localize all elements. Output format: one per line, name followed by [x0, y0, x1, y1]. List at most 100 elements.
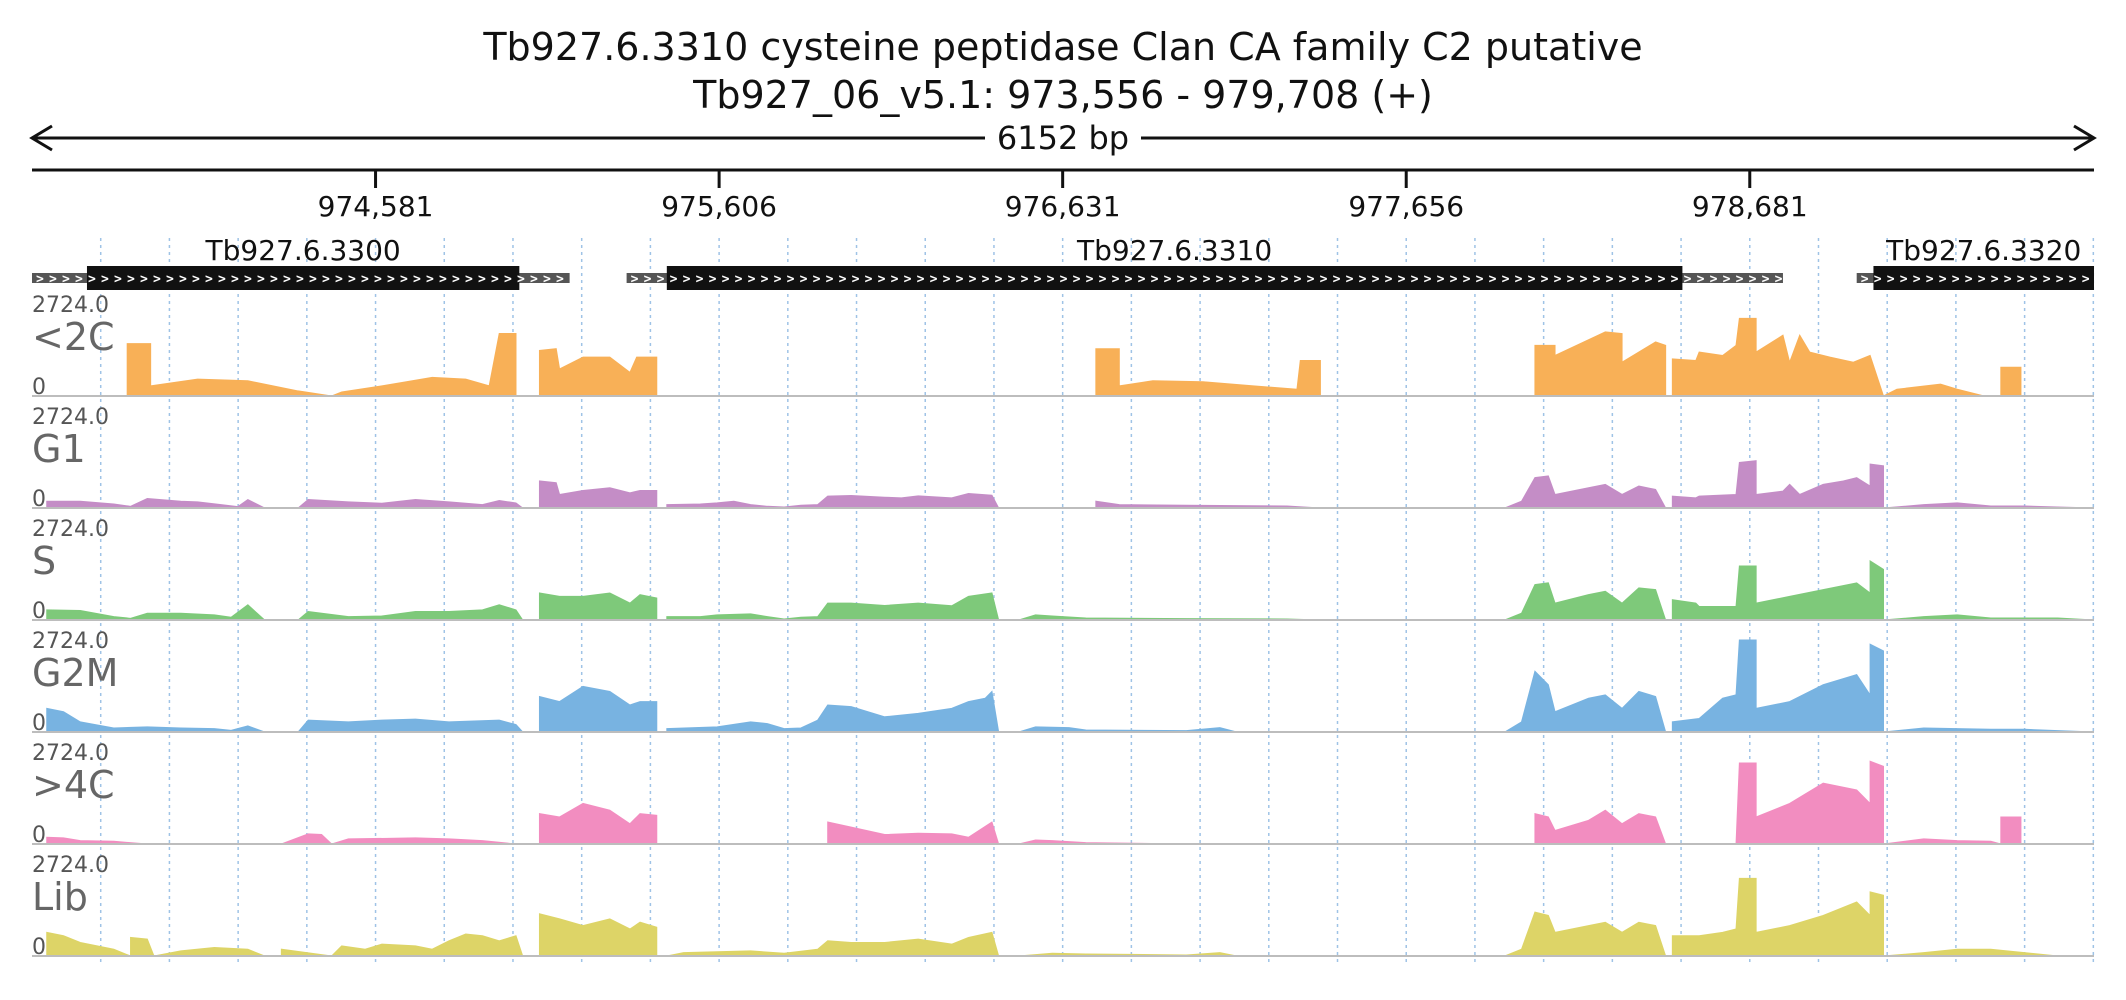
strand-chevron: >: [826, 272, 834, 287]
strand-chevron: >: [322, 272, 330, 287]
track-max-label: 2724.0: [32, 853, 109, 878]
strand-chevron: >: [670, 272, 678, 287]
strand-chevron: >: [231, 272, 239, 287]
strand-chevron: >: [956, 272, 964, 287]
coverage-area: [32, 559, 2095, 621]
strand-chevron: >: [1645, 272, 1653, 287]
strand-chevron: >: [1190, 272, 1198, 287]
strand-chevron: >: [1762, 272, 1770, 287]
strand-chevron: >: [1900, 272, 1908, 287]
strand-chevron: >: [839, 272, 847, 287]
strand-chevron: >: [1164, 272, 1172, 287]
strand-chevron: >: [904, 272, 912, 287]
strand-chevron: >: [1619, 272, 1627, 287]
strand-chevron: >: [1099, 272, 1107, 287]
strand-chevron: >: [140, 272, 148, 287]
strand-chevron: >: [631, 272, 639, 287]
gene-model: > > > > > > > > > > > > > > > > > > > > > > > > > > > > > > > > > > > > > > > >…: [32, 234, 570, 290]
strand-chevron: >: [969, 272, 977, 287]
strand-chevron: >: [1450, 272, 1458, 287]
strand-chevron: >: [1346, 272, 1354, 287]
chart-subtitle: Tb927_06_v5.1: 973,556 - 979,708 (+): [692, 73, 1433, 117]
strand-chevron: >: [787, 272, 795, 287]
strand-chevron: >: [1684, 272, 1692, 287]
strand-chevron: >: [1112, 272, 1120, 287]
strand-chevron: >: [426, 272, 434, 287]
strand-chevron: >: [556, 272, 564, 287]
strand-chevron: >: [439, 272, 447, 287]
strand-chevron: >: [2004, 272, 2012, 287]
strand-chevron: >: [1580, 272, 1588, 287]
gene-label: Tb927.6.3310: [1076, 234, 1272, 267]
coverage-track: 2724.0>4C 0: [32, 741, 2094, 848]
strand-chevron: >: [491, 272, 499, 287]
strand-chevron: >: [543, 272, 551, 287]
strand-chevron: >: [1047, 272, 1055, 287]
track-min-label: 0: [32, 375, 46, 400]
axis-tick-label: 977,656: [1348, 190, 1464, 223]
strand-chevron: >: [1887, 272, 1895, 287]
strand-chevron: >: [465, 272, 473, 287]
strand-chevron: >: [1978, 272, 1986, 287]
strand-chevron: >: [387, 272, 395, 287]
strand-chevron: >: [1359, 272, 1367, 287]
strand-chevron: >: [722, 272, 730, 287]
strand-chevron: >: [1411, 272, 1419, 287]
gene-cds: [1873, 266, 2094, 290]
coverage-area: [32, 460, 2095, 509]
strand-chevron: >: [270, 272, 278, 287]
strand-chevron: >: [179, 272, 187, 287]
strand-chevron: >: [1632, 272, 1640, 287]
strand-chevron: >: [1749, 272, 1757, 287]
strand-chevron: >: [1125, 272, 1133, 287]
strand-chevron: >: [1333, 272, 1341, 287]
track-max-label: 2724.0: [32, 741, 109, 766]
strand-chevron: >: [1034, 272, 1042, 287]
strand-chevron: >: [1991, 272, 1999, 287]
strand-chevron: >: [244, 272, 252, 287]
strand-chevron: >: [309, 272, 317, 287]
coverage-track: 2724.0G1 0: [32, 405, 2095, 512]
strand-chevron: >: [1229, 272, 1237, 287]
strand-chevron: >: [1528, 272, 1536, 287]
strand-chevron: >: [1385, 272, 1393, 287]
strand-chevron: >: [1177, 272, 1185, 287]
strand-chevron: >: [1437, 272, 1445, 287]
strand-chevron: >: [1952, 272, 1960, 287]
strand-chevron: >: [2056, 272, 2064, 287]
track-max-label: 2724.0: [32, 405, 109, 430]
strand-chevron: >: [813, 272, 821, 287]
span-label: 6152 bp: [997, 119, 1129, 157]
strand-chevron: >: [166, 272, 174, 287]
strand-chevron: >: [335, 272, 343, 287]
strand-chevron: >: [127, 272, 135, 287]
strand-chevron: >: [1424, 272, 1432, 287]
strand-chevron: >: [296, 272, 304, 287]
strand-chevron: >: [218, 272, 226, 287]
strand-chevron: >: [1697, 272, 1705, 287]
strand-chevron: >: [1567, 272, 1575, 287]
strand-chevron: >: [1874, 272, 1882, 287]
axis-tick-label: 975,606: [661, 190, 777, 223]
gene-cds: [666, 266, 1683, 290]
track-name: Lib: [32, 875, 88, 919]
strand-chevron: >: [891, 272, 899, 287]
strand-chevron: >: [878, 272, 886, 287]
strand-chevron: >: [1320, 272, 1328, 287]
strand-chevron: >: [1736, 272, 1744, 287]
gene-model: > > > > > > > > > > > > > > > > > >Tb927.6.3320: [1856, 234, 2094, 290]
strand-chevron: >: [101, 272, 109, 287]
strand-chevron: >: [995, 272, 1003, 287]
strand-chevron: >: [1926, 272, 1934, 287]
strand-chevron: >: [1060, 272, 1068, 287]
strand-chevron: >: [75, 272, 83, 287]
strand-chevron: >: [1008, 272, 1016, 287]
strand-chevron: >: [374, 272, 382, 287]
strand-chevron: >: [2069, 272, 2077, 287]
strand-chevron: >: [1861, 272, 1869, 287]
strand-chevron: >: [761, 272, 769, 287]
strand-chevron: >: [1151, 272, 1159, 287]
